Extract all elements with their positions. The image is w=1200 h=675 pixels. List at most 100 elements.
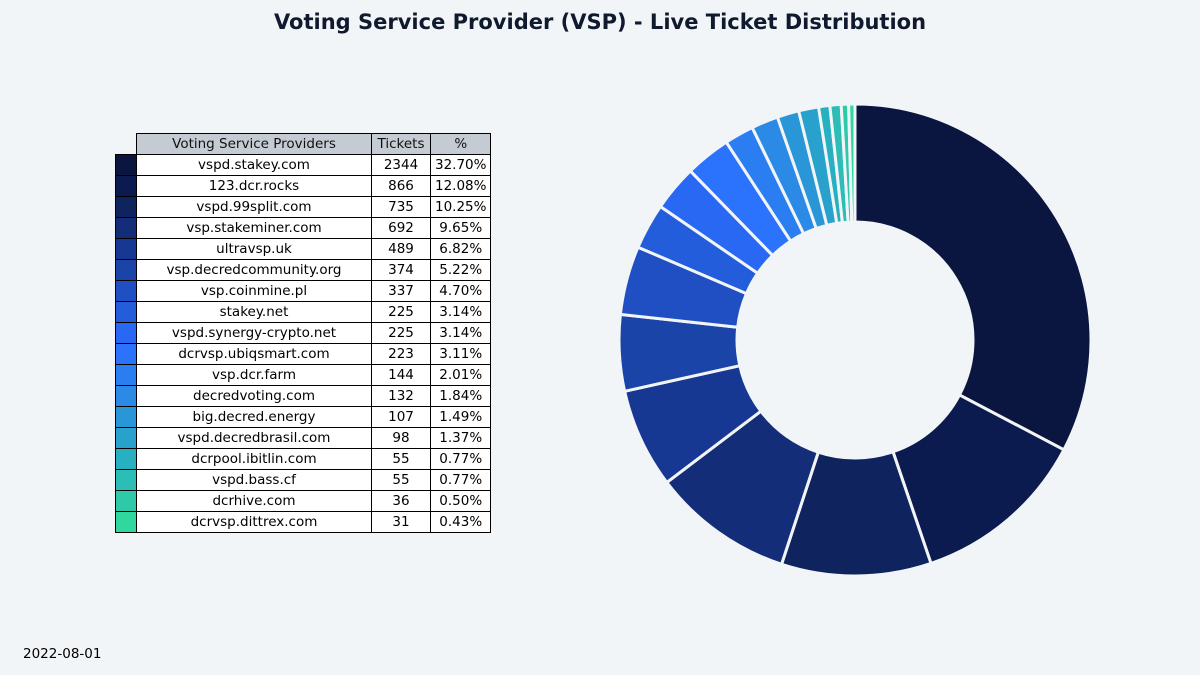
provider-name-cell: stakey.net <box>136 301 372 323</box>
legend-table: Voting Service Providers Tickets % vspd.… <box>115 133 492 533</box>
legend-row: vsp.dcr.farm 144 2.01% <box>115 364 492 386</box>
donut-slice <box>847 102 857 224</box>
legend-swatch <box>115 364 137 386</box>
legend-swatch <box>115 280 137 302</box>
percent-cell: 9.65% <box>429 217 492 239</box>
legend-row: stakey.net 225 3.14% <box>115 301 492 323</box>
tickets-cell: 225 <box>371 301 431 323</box>
provider-name-cell: vsp.decredcommunity.org <box>136 259 372 281</box>
legend-row: vspd.decredbrasil.com 98 1.37% <box>115 427 492 449</box>
provider-name-cell: ultravsp.uk <box>136 238 372 260</box>
tickets-cell: 55 <box>371 448 431 470</box>
provider-name-cell: dcrvsp.ubiqsmart.com <box>136 343 372 365</box>
percent-cell: 3.14% <box>429 322 492 344</box>
percent-cell: 0.43% <box>429 511 492 533</box>
legend-row: decredvoting.com 132 1.84% <box>115 385 492 407</box>
percent-column-header: % <box>429 133 492 155</box>
legend-row: vspd.99split.com 735 10.25% <box>115 196 492 218</box>
legend-swatch <box>115 427 137 449</box>
percent-cell: 3.14% <box>429 301 492 323</box>
legend-row: vspd.synergy-crypto.net 225 3.14% <box>115 322 492 344</box>
provider-name-cell: vspd.stakey.com <box>136 154 372 176</box>
legend-swatch <box>115 154 137 176</box>
legend-row: dcrpool.ibitlin.com 55 0.77% <box>115 448 492 470</box>
legend-swatch <box>115 217 137 239</box>
legend-swatch <box>115 238 137 260</box>
provider-name-cell: vspd.bass.cf <box>136 469 372 491</box>
legend-swatch <box>115 490 137 512</box>
legend-row: vsp.decredcommunity.org 374 5.22% <box>115 259 492 281</box>
tickets-column-header: Tickets <box>371 133 431 155</box>
swatch-header <box>116 134 137 155</box>
percent-cell: 1.84% <box>429 385 492 407</box>
tickets-cell: 31 <box>371 511 431 533</box>
donut-slice <box>853 102 1093 452</box>
tickets-cell: 735 <box>371 196 431 218</box>
legend-row: ultravsp.uk 489 6.82% <box>115 238 492 260</box>
tickets-cell: 55 <box>371 469 431 491</box>
legend-row: 123.dcr.rocks 866 12.08% <box>115 175 492 197</box>
percent-cell: 0.77% <box>429 469 492 491</box>
tickets-cell: 107 <box>371 406 431 428</box>
tickets-cell: 337 <box>371 280 431 302</box>
legend-swatch <box>115 301 137 323</box>
legend-swatch <box>115 406 137 428</box>
provider-name-cell: vsp.coinmine.pl <box>136 280 372 302</box>
percent-cell: 2.01% <box>429 364 492 386</box>
legend-row: vsp.coinmine.pl 337 4.70% <box>115 280 492 302</box>
date-label: 2022-08-01 <box>23 646 102 662</box>
tickets-cell: 36 <box>371 490 431 512</box>
provider-name-cell: vspd.decredbrasil.com <box>136 427 372 449</box>
provider-name-cell: 123.dcr.rocks <box>136 175 372 197</box>
legend-swatch <box>115 469 137 491</box>
legend-header-row: Voting Service Providers Tickets % <box>116 133 492 155</box>
percent-cell: 0.77% <box>429 448 492 470</box>
provider-name-cell: vsp.stakeminer.com <box>136 217 372 239</box>
donut-chart <box>617 102 1093 578</box>
legend-row: vspd.stakey.com 2344 32.70% <box>115 154 492 176</box>
percent-cell: 32.70% <box>429 154 492 176</box>
percent-cell: 6.82% <box>429 238 492 260</box>
legend-row: big.decred.energy 107 1.49% <box>115 406 492 428</box>
legend-swatch <box>115 385 137 407</box>
tickets-cell: 98 <box>371 427 431 449</box>
tickets-cell: 225 <box>371 322 431 344</box>
tickets-cell: 2344 <box>371 154 431 176</box>
percent-cell: 1.49% <box>429 406 492 428</box>
provider-name-cell: vsp.dcr.farm <box>136 364 372 386</box>
legend-swatch <box>115 448 137 470</box>
legend-swatch <box>115 175 137 197</box>
legend-row: vspd.bass.cf 55 0.77% <box>115 469 492 491</box>
provider-name-cell: big.decred.energy <box>136 406 372 428</box>
provider-name-cell: vspd.synergy-crypto.net <box>136 322 372 344</box>
provider-name-cell: dcrvsp.dittrex.com <box>136 511 372 533</box>
tickets-cell: 866 <box>371 175 431 197</box>
percent-cell: 4.70% <box>429 280 492 302</box>
tickets-cell: 144 <box>371 364 431 386</box>
legend-swatch <box>115 511 137 533</box>
legend-body: vspd.stakey.com 2344 32.70% 123.dcr.rocks 86… <box>115 154 492 533</box>
tickets-cell: 132 <box>371 385 431 407</box>
provider-name-cell: decredvoting.com <box>136 385 372 407</box>
legend-row: dcrhive.com 36 0.50% <box>115 490 492 512</box>
legend-row: vsp.stakeminer.com 692 9.65% <box>115 217 492 239</box>
percent-cell: 3.11% <box>429 343 492 365</box>
chart-title: Voting Service Provider (VSP) - Live Tic… <box>273 10 927 34</box>
legend-swatch <box>115 259 137 281</box>
provider-name-cell: vspd.99split.com <box>136 196 372 218</box>
legend-swatch <box>115 343 137 365</box>
legend-swatch <box>115 196 137 218</box>
tickets-cell: 223 <box>371 343 431 365</box>
percent-cell: 1.37% <box>429 427 492 449</box>
tickets-cell: 374 <box>371 259 431 281</box>
percent-cell: 10.25% <box>429 196 492 218</box>
provider-column-header: Voting Service Providers <box>136 133 372 155</box>
percent-cell: 5.22% <box>429 259 492 281</box>
percent-cell: 0.50% <box>429 490 492 512</box>
legend-row: dcrvsp.dittrex.com 31 0.43% <box>115 511 492 533</box>
tickets-cell: 692 <box>371 217 431 239</box>
percent-cell: 12.08% <box>429 175 492 197</box>
tickets-cell: 489 <box>371 238 431 260</box>
legend-swatch <box>115 322 137 344</box>
legend-row: dcrvsp.ubiqsmart.com 223 3.11% <box>115 343 492 365</box>
